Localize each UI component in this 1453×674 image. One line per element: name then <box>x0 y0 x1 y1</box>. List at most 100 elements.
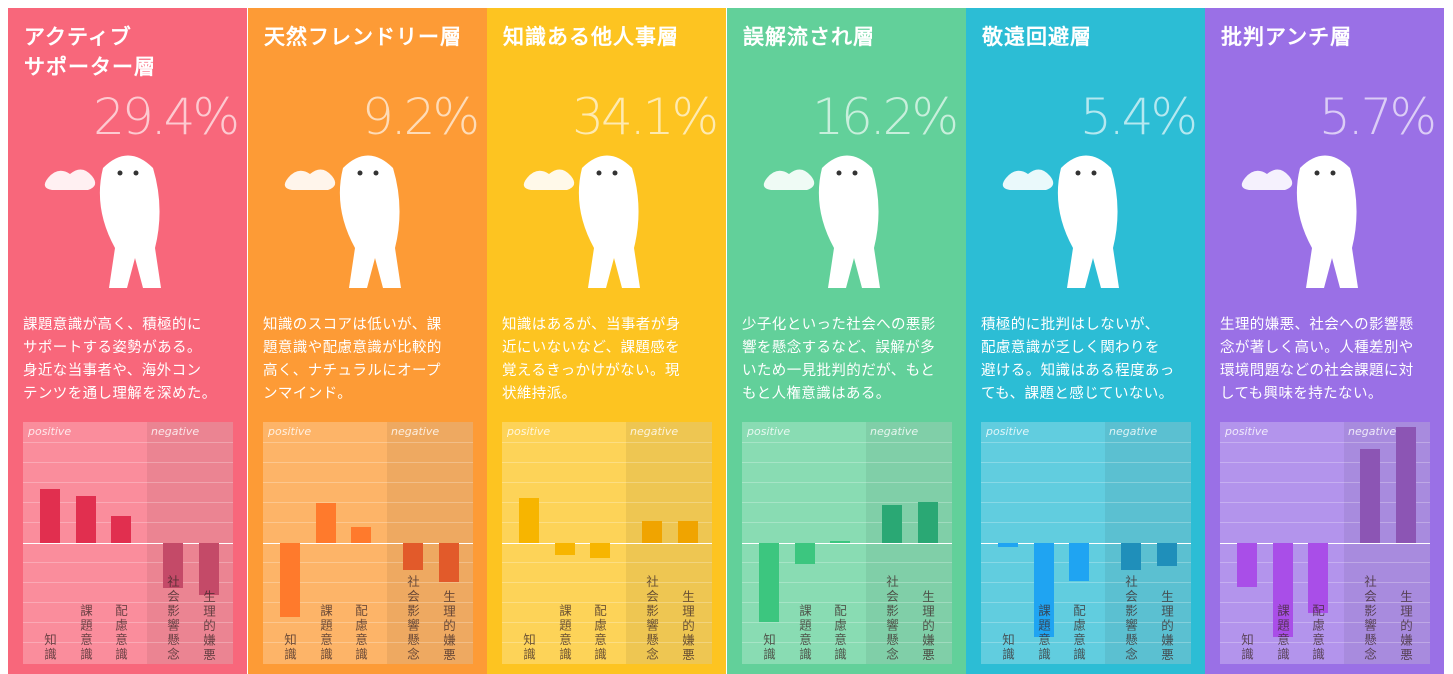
description: 課題意識が高く、積極的に サポートする姿勢がある。 身近な当事者や、海外コン テ… <box>23 314 217 406</box>
bar <box>199 543 219 595</box>
guide-line <box>742 482 952 483</box>
category-label: 知識 <box>521 633 535 662</box>
bar <box>1121 543 1141 570</box>
category-label: 配慮意識 <box>353 604 367 662</box>
region-label: positive <box>268 425 311 438</box>
category-label: 生理的嫌悪 <box>441 590 455 663</box>
bar-chart: positivenegative知識課題意識配慮意識社会影響懸念生理的嫌悪 <box>981 422 1191 664</box>
category-label: 課題意識 <box>318 604 332 662</box>
guide-line <box>502 582 712 583</box>
category-label: 社会影響懸念 <box>1362 575 1376 662</box>
description: 知識はあるが、当事者が身 近にいないなど、課題感を 覚えるきっかけがない。現 状… <box>502 314 681 406</box>
bar <box>830 541 850 543</box>
bar <box>555 543 575 555</box>
category-label: 生理的嫌悪 <box>201 590 215 663</box>
category-label: 社会影響懸念 <box>644 575 658 662</box>
category-label: 課題意識 <box>797 604 811 662</box>
bar <box>882 505 902 543</box>
share-percentage: 5.4% <box>1080 88 1195 146</box>
bar <box>40 489 60 543</box>
share-percentage: 34.1% <box>572 88 716 146</box>
category-label: 配慮意識 <box>113 604 127 662</box>
bar <box>1237 543 1257 587</box>
bar <box>1157 543 1177 566</box>
guide-line <box>502 462 712 463</box>
category-label: 課題意識 <box>1275 604 1289 662</box>
guide-line <box>23 482 233 483</box>
category-label: 生理的嫌悪 <box>1398 590 1412 663</box>
bar <box>1396 427 1416 543</box>
description: 生理的嫌悪、社会への影響懸 念が著しく高い。人種差別や 環境問題などの社会課題に… <box>1220 314 1414 406</box>
guide-line <box>23 462 233 463</box>
bar <box>1308 543 1328 613</box>
description: 知識のスコアは低いが、課 題意識や配慮意識が比較的 高く、ナチュラルにオープ ン… <box>263 314 442 406</box>
region-label: positive <box>1225 425 1268 438</box>
category-label: 社会影響懸念 <box>1123 575 1137 662</box>
region-label: negative <box>1348 425 1396 438</box>
guide-line <box>981 502 1191 503</box>
bar <box>759 543 779 622</box>
category-label: 社会影響懸念 <box>165 575 179 662</box>
character-illustration <box>487 138 726 298</box>
region-label: positive <box>28 425 71 438</box>
share-percentage: 16.2% <box>812 88 956 146</box>
bar <box>642 521 662 543</box>
guide-line <box>981 462 1191 463</box>
category-label: 課題意識 <box>557 604 571 662</box>
guide-line <box>263 482 473 483</box>
category-label: 課題意識 <box>78 604 92 662</box>
bar <box>351 527 371 543</box>
panel-title: 天然フレンドリー層 <box>264 22 462 52</box>
guide-line <box>263 502 473 503</box>
category-label: 配慮意識 <box>1310 604 1324 662</box>
region-label: positive <box>747 425 790 438</box>
category-label: 知識 <box>282 633 296 662</box>
category-label: 社会影響懸念 <box>884 575 898 662</box>
bar <box>1360 449 1380 543</box>
panel-title: 誤解流され層 <box>743 22 875 52</box>
guide-line <box>742 442 952 443</box>
bar-chart: positivenegative知識課題意識配慮意識社会影響懸念生理的嫌悪 <box>23 422 233 664</box>
guide-line <box>981 522 1191 523</box>
bar <box>316 503 336 543</box>
category-label: 配慮意識 <box>832 604 846 662</box>
category-label: 生理的嫌悪 <box>920 590 934 663</box>
guide-line <box>263 442 473 443</box>
bar <box>998 543 1018 547</box>
bar <box>918 502 938 543</box>
character-illustration <box>1205 138 1444 298</box>
character-illustration <box>727 138 966 298</box>
bar <box>439 543 459 582</box>
category-label: 生理的嫌悪 <box>1159 590 1173 663</box>
guide-line <box>263 522 473 523</box>
category-label: 知識 <box>42 633 56 662</box>
bar <box>111 516 131 543</box>
bar-chart: positive negative 知識 課題意識 配慮意識 社会影響懸念 生理的嫌悪 <box>263 422 473 664</box>
panel-title: 批判アンチ層 <box>1221 22 1352 52</box>
infographic: アクティブ サポーター層29.4%課題意識が高く、積極的に サポートする姿勢があ… <box>0 0 1453 674</box>
region-label: negative <box>391 425 439 438</box>
guide-line <box>981 442 1191 443</box>
bar <box>519 498 539 543</box>
share-percentage: 29.4% <box>93 88 237 146</box>
guide-line <box>23 442 233 443</box>
guide-line <box>502 442 712 443</box>
region-label: positive <box>507 425 550 438</box>
guide-line <box>981 582 1191 583</box>
region-label: positive <box>986 425 1029 438</box>
region-label: negative <box>630 425 678 438</box>
panel-title: 敬遠回避層 <box>982 22 1092 52</box>
bar <box>76 496 96 543</box>
category-label: 知識 <box>761 633 775 662</box>
category-label: 社会影響懸念 <box>405 575 419 662</box>
description: 少子化といった社会への悪影 響を懸念するなど、誤解が多 いため一見批判的だが、も… <box>742 314 936 406</box>
character-illustration <box>8 138 247 298</box>
bar <box>403 543 423 570</box>
bar <box>590 543 610 558</box>
bar <box>1069 543 1089 581</box>
region-label: negative <box>1109 425 1157 438</box>
